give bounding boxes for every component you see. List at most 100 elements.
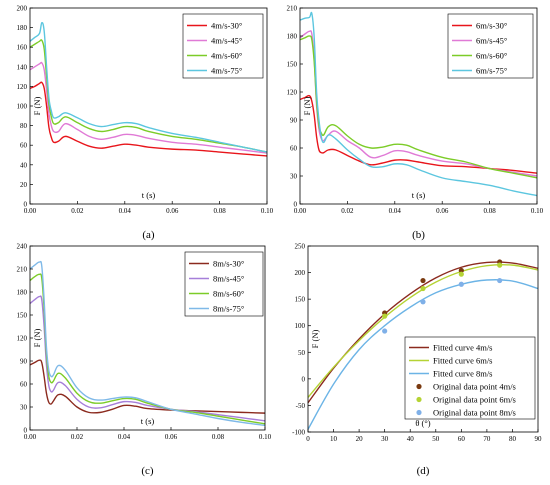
y-tick-label: 60 (20, 142, 28, 150)
x-axis-label: t (s) (141, 416, 155, 426)
x-tick-label: 50 (432, 435, 440, 443)
legend-entry: 4m/s-30° (211, 21, 242, 31)
y-tick-label: 240 (17, 243, 28, 251)
legend-entry: 8m/s-75° (213, 304, 244, 314)
x-tick-label: 0.08 (213, 207, 226, 215)
legend-entry: 6m/s-75° (476, 66, 507, 76)
y-tick-label: 150 (17, 312, 28, 320)
x-axis-label: t (s) (142, 190, 156, 200)
x-axis-label: θ (°) (415, 418, 430, 428)
x-tick-label: 0.02 (71, 433, 84, 441)
legend-box (182, 13, 264, 79)
y-axis-label: F (N) (302, 97, 312, 116)
y-axis-label: F (N) (310, 330, 320, 349)
legend-entry: 8m/s-60° (213, 289, 244, 299)
y-tick-label: -50 (296, 402, 306, 410)
series-line-a-2 (29, 39, 268, 153)
legend-box (404, 336, 536, 420)
legend-entry: 6m/s-60° (476, 51, 507, 61)
x-tick-label: 0.06 (166, 207, 179, 215)
legend-entry: 8m/s-45° (213, 274, 244, 284)
x-tick-label: 40 (407, 435, 415, 443)
plot-frame (299, 7, 538, 205)
data-point-d-5-1 (420, 299, 426, 305)
data-point-d-3-1 (420, 277, 426, 284)
legend-entry: 8m/s-30° (213, 259, 244, 269)
y-tick-label: 30 (290, 173, 298, 181)
x-tick-label: 0 (306, 435, 310, 443)
series-line-a-0 (29, 81, 268, 157)
x-tick-label: 0.04 (118, 433, 131, 441)
x-axis-label: t (s) (412, 190, 426, 200)
legend-marker (416, 383, 422, 390)
y-tick-label: 180 (17, 289, 28, 297)
y-tick-label: 120 (287, 89, 298, 97)
y-tick-label: 200 (295, 269, 306, 277)
x-tick-label: 0.10 (259, 433, 272, 441)
panel-label: (d) (417, 465, 430, 477)
y-tick-label: 50 (298, 349, 306, 357)
chart-panel-c: 0.00 0.02 0.04 0.06 0.08 0.10 0 30 60 90 120 150 180… (17, 243, 272, 478)
series-line-a-1 (29, 61, 268, 154)
series-line-b-0 (299, 94, 538, 174)
y-tick-label: 150 (287, 61, 298, 69)
y-tick-label: 60 (20, 381, 28, 389)
legend-marker (416, 409, 422, 416)
chart-panel-a: 0.00 0.02 0.04 0.06 0.08 0.10 0 20 40 60 80 100 120 1… (17, 5, 274, 242)
x-tick-label: 60 (458, 435, 466, 443)
y-tick-label: 30 (20, 404, 28, 412)
x-tick-label: 0.00 (294, 207, 307, 215)
panel-label: (c) (141, 465, 154, 477)
y-tick-label: 0 (294, 201, 298, 209)
y-tick-label: 200 (17, 5, 28, 13)
legend-entry: Original data point 4m/s (433, 382, 516, 392)
legend-entry: Fitted curve 4m/s (433, 343, 493, 353)
x-tick-label: 0.10 (531, 207, 544, 215)
x-tick-label: 90 (535, 435, 543, 443)
legend-box (447, 13, 534, 79)
y-tick-label: 100 (295, 322, 306, 330)
y-tick-label: 0 (24, 201, 28, 209)
legend-entry: Original data point 6m/s (433, 395, 516, 405)
y-tick-label: 90 (290, 117, 298, 125)
data-point-d-4-3 (497, 262, 503, 268)
y-tick-label: 0 (24, 427, 28, 435)
y-tick-label: 120 (17, 335, 28, 343)
legend-box (184, 251, 264, 317)
y-tick-label: 20 (20, 181, 28, 189)
x-tick-label: 0.00 (24, 433, 37, 441)
chart-panel-b: 0.00 0.02 0.04 0.06 0.08 0.10 0 30 60 90 120 150 180… (287, 5, 544, 242)
legend-entry: Original data point 8m/s (433, 408, 516, 418)
panel-label: (a) (142, 229, 155, 241)
legend-entry: 4m/s-60° (211, 51, 242, 61)
x-tick-label: 0.02 (71, 207, 84, 215)
data-point-d-4-0 (382, 313, 388, 319)
x-tick-label: 0.04 (119, 207, 132, 215)
y-axis-label: F (N) (32, 97, 42, 116)
legend-entry: 6m/s-45° (476, 36, 507, 46)
x-tick-label: 0.06 (436, 207, 449, 215)
x-tick-label: 80 (509, 435, 517, 443)
legend-entry: Fitted curve 6m/s (433, 356, 493, 366)
y-tick-label: 250 (295, 243, 306, 251)
y-tick-label: 150 (295, 296, 306, 304)
legend-marker (416, 396, 422, 403)
chart-panel-d: 0 10 20 30 40 50 60 70 80 90 -100 -50 0 50 100 150 200 25… (292, 243, 542, 478)
data-point-d-5-2 (458, 281, 464, 287)
series-line-a-3 (29, 21, 268, 153)
legend-entry: Fitted curve 8m/s (433, 369, 493, 379)
legend-entry: 4m/s-45° (211, 36, 242, 46)
y-tick-label: 90 (20, 358, 28, 366)
legend-entry: 4m/s-75° (211, 66, 242, 76)
x-tick-label: 0.10 (261, 207, 274, 215)
y-tick-label: 120 (17, 83, 28, 91)
y-tick-label: 80 (20, 122, 28, 130)
y-tick-label: 100 (17, 103, 28, 111)
series-line-b-3 (299, 11, 538, 197)
legend-entry: 6m/s-30° (476, 21, 507, 31)
y-tick-label: 40 (20, 161, 28, 169)
y-tick-label: -100 (292, 429, 305, 437)
x-tick-label: 0.02 (341, 207, 354, 215)
y-tick-label: 0 (302, 375, 306, 383)
